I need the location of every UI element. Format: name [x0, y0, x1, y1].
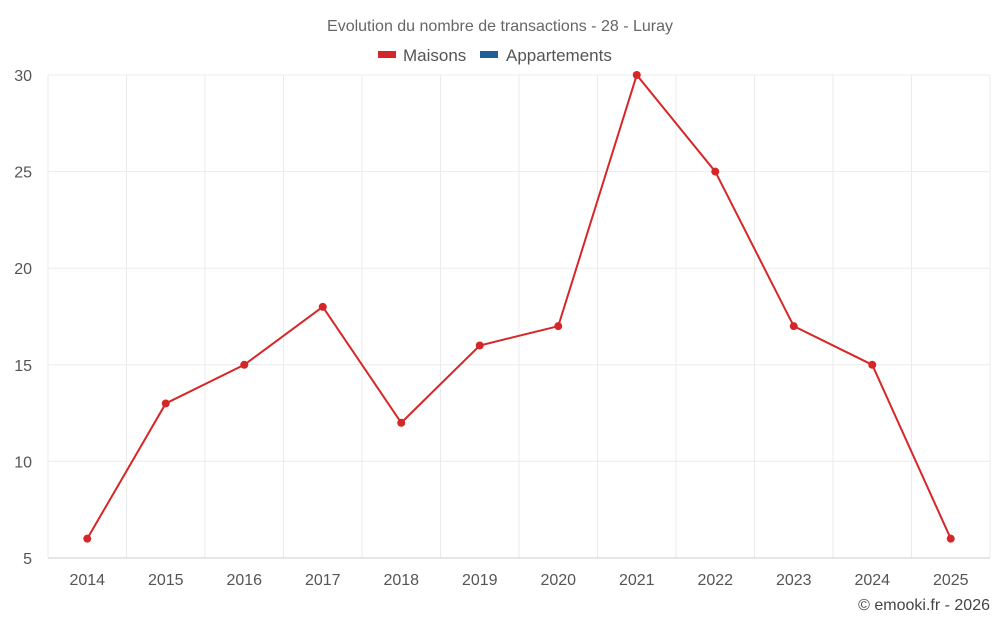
data-point-maisons[interactable]	[397, 418, 406, 427]
data-point-maisons[interactable]	[83, 534, 92, 543]
legend-swatch-maisons[interactable]	[378, 51, 396, 58]
y-tick-label: 5	[23, 551, 32, 568]
data-point-maisons[interactable]	[161, 399, 170, 408]
x-tick-label: 2023	[776, 572, 812, 589]
data-point-maisons[interactable]	[789, 322, 798, 331]
data-point-maisons[interactable]	[240, 360, 249, 369]
x-tick-label: 2022	[697, 572, 733, 589]
y-tick-label: 25	[14, 165, 32, 182]
x-tick-label: 2020	[540, 572, 576, 589]
x-tick-label: 2019	[462, 572, 498, 589]
x-tick-label: 2017	[305, 572, 341, 589]
legend-label-appartements[interactable]: Appartements	[506, 46, 612, 65]
data-point-maisons[interactable]	[632, 71, 641, 79]
x-tick-label: 2016	[226, 572, 262, 589]
x-tick-label: 2021	[619, 572, 655, 589]
x-tick-label: 2014	[69, 572, 105, 589]
data-point-maisons[interactable]	[711, 167, 720, 176]
data-point-maisons[interactable]	[554, 322, 563, 331]
legend: Maisons Appartements	[378, 46, 612, 65]
data-point-maisons[interactable]	[318, 302, 327, 311]
credit-text: © emooki.fr - 2026	[858, 597, 990, 614]
x-tick-label: 2024	[854, 572, 890, 589]
series	[83, 71, 955, 543]
legend-swatch-appartements[interactable]	[480, 51, 498, 58]
x-tick-label: 2025	[933, 572, 969, 589]
data-point-maisons[interactable]	[868, 360, 877, 369]
data-point-maisons[interactable]	[946, 534, 955, 543]
y-tick-label: 10	[14, 454, 32, 471]
y-tick-label: 20	[14, 261, 32, 278]
y-tick-label: 15	[14, 358, 32, 375]
x-tick-label: 2015	[148, 572, 184, 589]
series-line-maisons	[86, 72, 952, 540]
data-point-maisons[interactable]	[475, 341, 484, 350]
chart-title: Evolution du nombre de transactions - 28…	[327, 18, 673, 35]
legend-label-maisons[interactable]: Maisons	[403, 46, 466, 65]
x-tick-label: 2018	[383, 572, 419, 589]
y-tick-label: 30	[14, 68, 32, 85]
grid	[47, 74, 991, 559]
